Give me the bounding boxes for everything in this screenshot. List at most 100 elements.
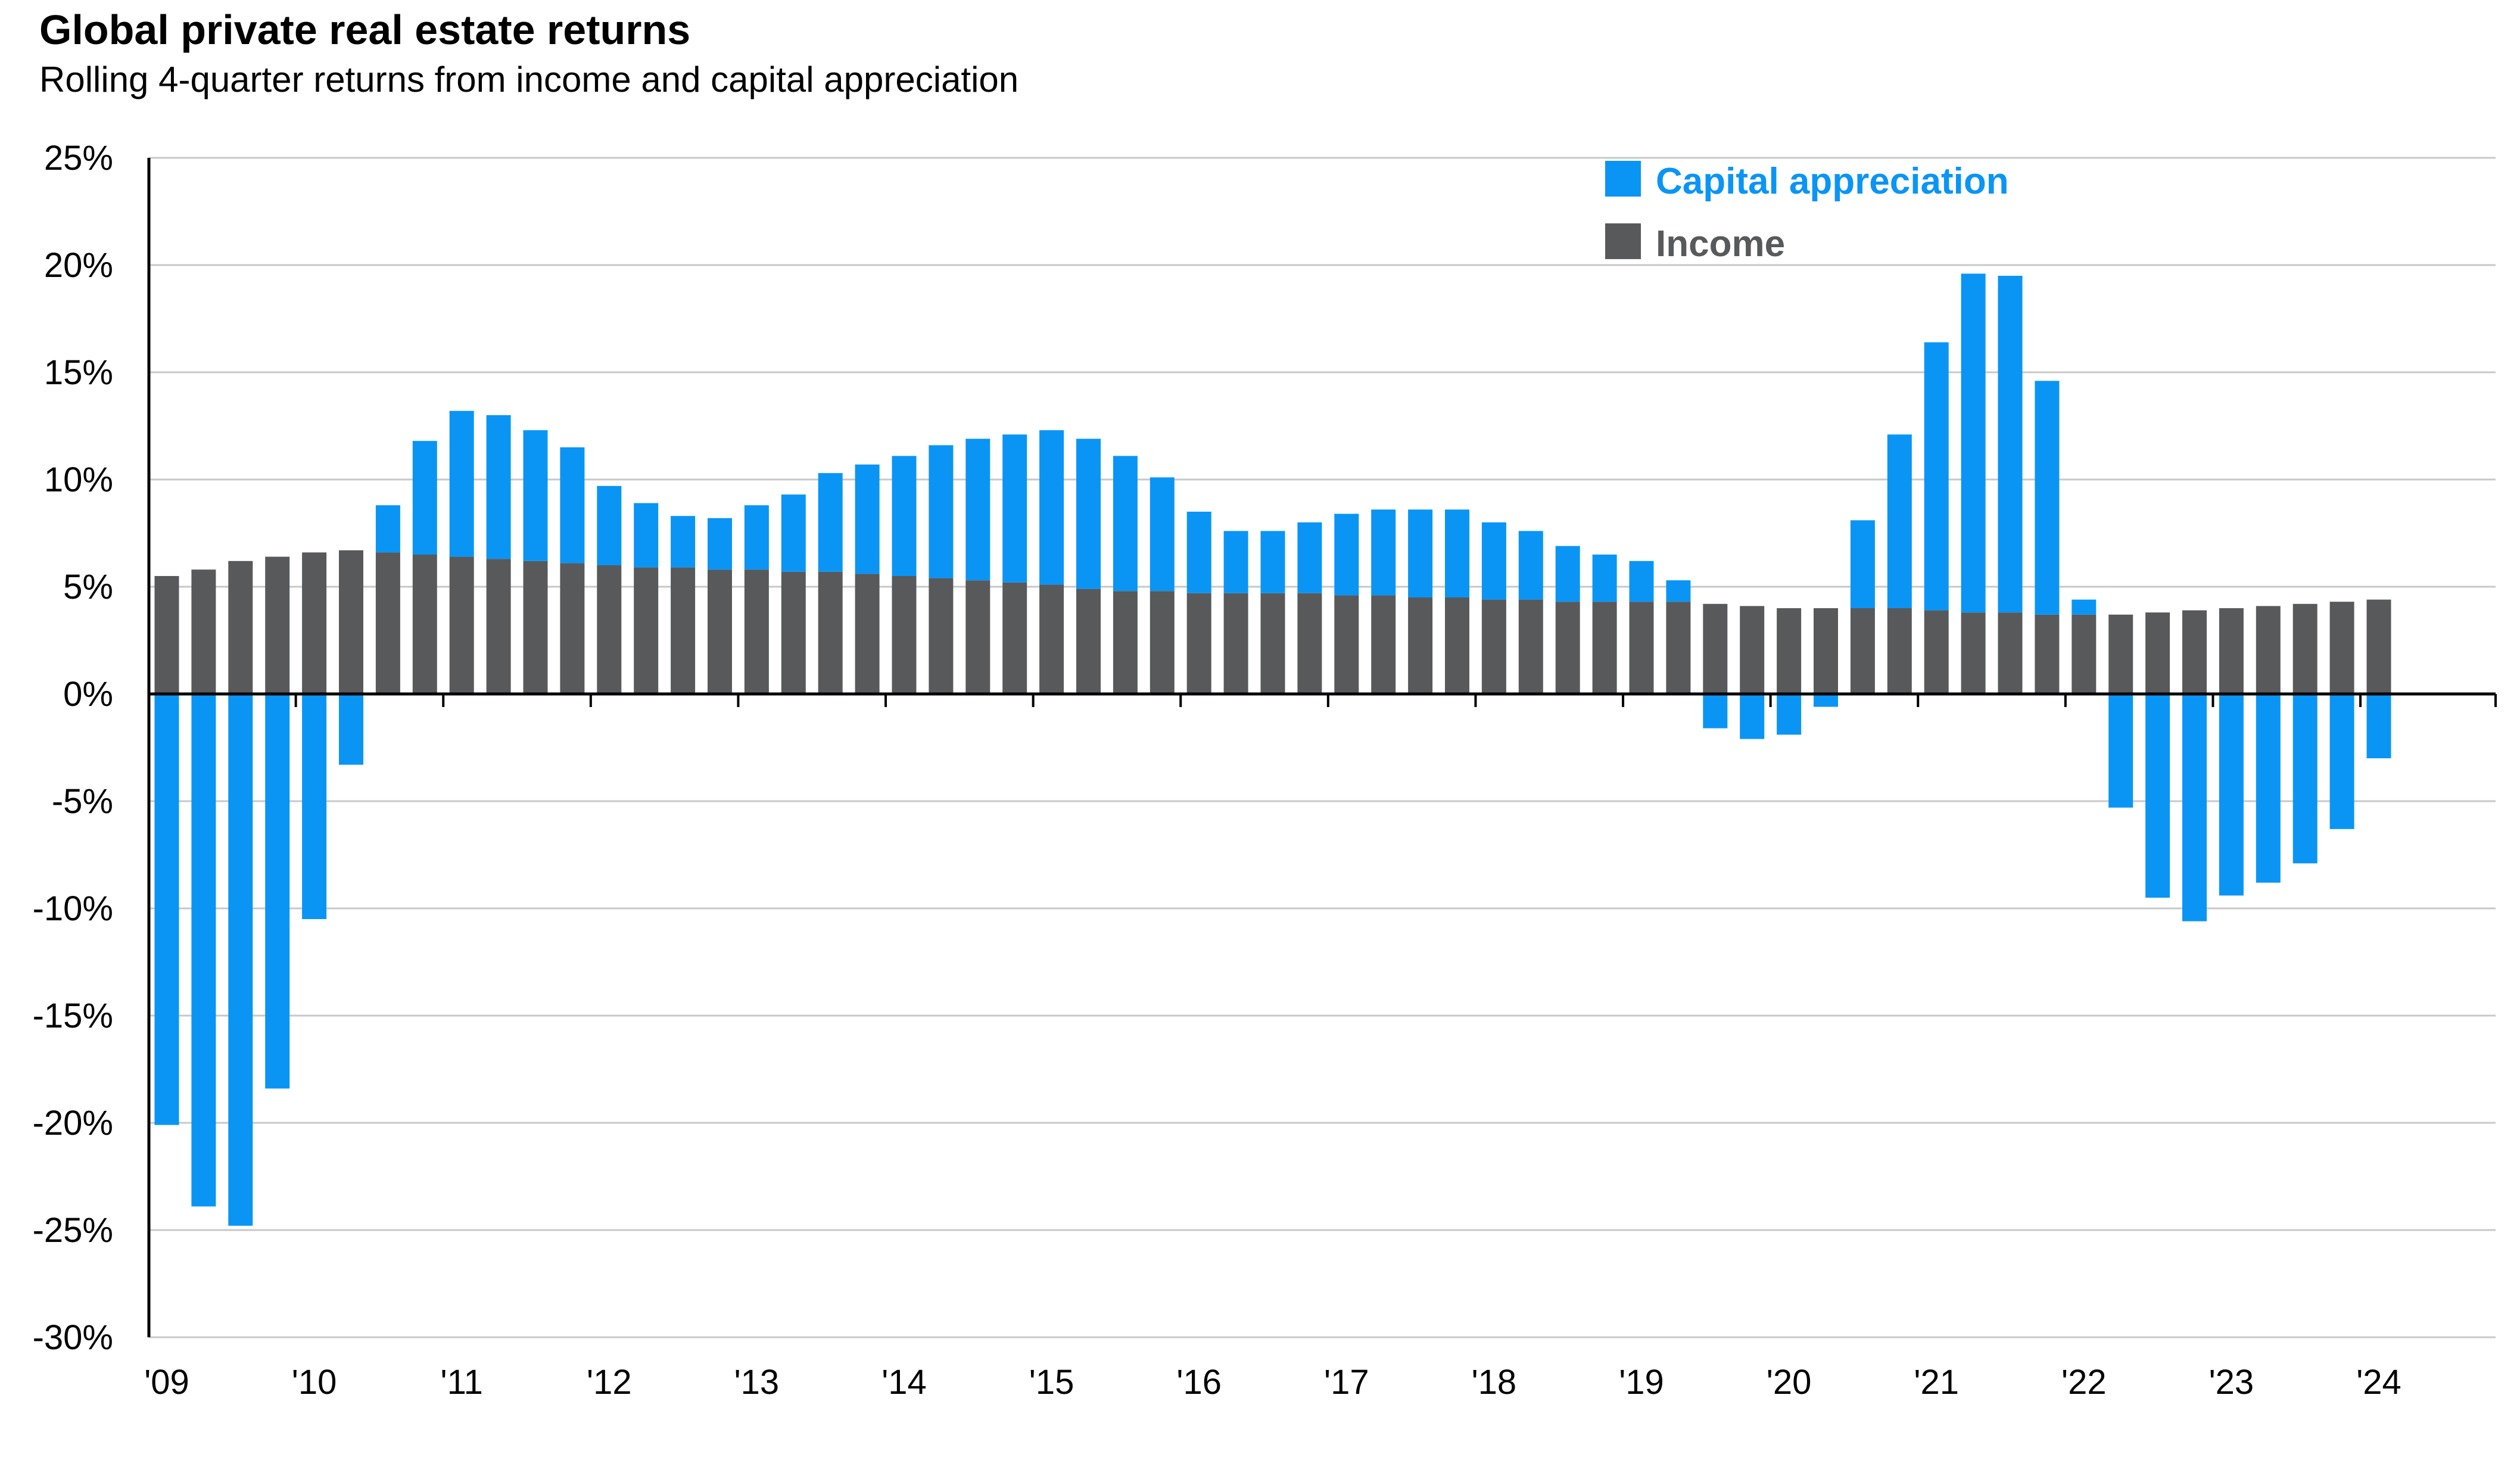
bar-income <box>965 580 990 694</box>
bar-income <box>1924 610 1949 694</box>
bar-capital-appreciation <box>1777 694 1802 735</box>
bar-income <box>1039 584 1064 694</box>
bar-income <box>1592 602 1617 694</box>
bar-capital-appreciation <box>302 694 327 919</box>
bar-income <box>1518 599 1543 694</box>
y-tick-label: 0% <box>63 675 113 714</box>
bar-capital-appreciation <box>1703 694 1728 728</box>
y-tick-label: -10% <box>33 889 113 928</box>
bar-capital-appreciation <box>154 694 179 1125</box>
bar-income <box>597 565 622 694</box>
bar-capital-appreciation <box>1150 477 1175 591</box>
y-tick-label: -5% <box>52 782 113 821</box>
bar-capital-appreciation <box>1555 546 1580 602</box>
bar-capital-appreciation <box>1297 522 1322 593</box>
bar-income <box>892 576 917 694</box>
y-tick-label: -15% <box>33 997 113 1035</box>
legend-label-income: Income <box>1656 223 1785 264</box>
bars <box>154 273 2391 1226</box>
bar-income <box>1703 603 1728 694</box>
bar-capital-appreciation <box>339 694 363 765</box>
bar-income <box>1555 602 1580 694</box>
bar-income <box>634 567 659 694</box>
x-tick-label: '18 <box>1472 1363 1517 1402</box>
bar-capital-appreciation <box>965 438 990 581</box>
bar-capital-appreciation <box>2072 599 2097 615</box>
legend-swatch-capital-appreciation <box>1605 161 1641 197</box>
bar-capital-appreciation <box>744 505 769 570</box>
bar-capital-appreciation <box>818 473 843 572</box>
bar-income <box>671 567 696 694</box>
x-axis-ticks: '09 '10 '11 '12 '13 '14 '15 '16 '17 '18 '19 '20 '21 '… <box>144 694 2497 1402</box>
bar-capital-appreciation <box>1814 694 1838 707</box>
bar-capital-appreciation <box>929 445 954 578</box>
x-tick-label: '24 <box>2356 1363 2401 1402</box>
bar-income <box>2035 614 2060 694</box>
bar-income <box>2292 603 2317 694</box>
bar-income <box>560 563 585 694</box>
bar-capital-appreciation <box>1850 520 1875 608</box>
bar-income <box>375 552 400 694</box>
x-tick-label: '12 <box>587 1363 632 1402</box>
bar-income <box>1887 608 1912 694</box>
bar-income <box>339 550 363 694</box>
bar-capital-appreciation <box>2366 694 2391 758</box>
bar-capital-appreciation <box>1260 531 1285 593</box>
bar-capital-appreciation <box>634 503 659 568</box>
bar-income <box>191 569 216 694</box>
bar-income <box>154 576 179 694</box>
bar-capital-appreciation <box>1740 694 1765 739</box>
bar-income <box>302 552 327 694</box>
x-tick-label: '19 <box>1619 1363 1664 1402</box>
bar-income <box>2182 610 2207 694</box>
x-tick-label: '16 <box>1176 1363 1222 1402</box>
x-tick-label: '13 <box>734 1363 780 1402</box>
bar-income <box>412 555 437 694</box>
bar-capital-appreciation <box>2035 381 2060 615</box>
bar-income <box>1223 593 1248 694</box>
bar-income <box>1186 593 1211 694</box>
bar-capital-appreciation <box>1961 273 1986 613</box>
bar-capital-appreciation <box>265 694 290 1089</box>
x-tick-label: '21 <box>1914 1363 1959 1402</box>
bar-income <box>1260 593 1285 694</box>
bar-income <box>1850 608 1875 694</box>
bar-income <box>1740 606 1765 694</box>
bar-income <box>2329 602 2354 694</box>
bar-capital-appreciation <box>597 485 622 565</box>
bar-capital-appreciation <box>1629 561 1654 602</box>
bar-capital-appreciation <box>855 464 880 574</box>
x-tick-label: '20 <box>1767 1363 1812 1402</box>
bar-income <box>1002 582 1027 694</box>
bar-capital-appreciation <box>2329 694 2354 829</box>
bar-capital-appreciation <box>1445 509 1469 597</box>
bar-income <box>486 559 511 694</box>
bar-capital-appreciation <box>1518 531 1543 600</box>
bar-capital-appreciation <box>228 694 253 1226</box>
bar-capital-appreciation <box>2108 694 2133 808</box>
bar-capital-appreciation <box>892 456 917 576</box>
bar-income <box>523 561 548 694</box>
bar-income <box>1371 595 1396 694</box>
bar-income <box>2072 614 2097 694</box>
bar-capital-appreciation <box>2219 694 2244 896</box>
bar-capital-appreciation <box>2256 694 2281 883</box>
gridlines <box>149 157 2496 1338</box>
bar-capital-appreciation <box>1002 434 1027 583</box>
bar-capital-appreciation <box>781 494 806 572</box>
y-tick-label: -25% <box>33 1211 113 1250</box>
y-tick-label: 15% <box>44 353 113 392</box>
y-tick-label: 25% <box>44 139 113 178</box>
y-tick-label: 10% <box>44 460 113 499</box>
bar-capital-appreciation <box>191 694 216 1207</box>
chart-subtitle: Rolling 4-quarter returns from income an… <box>39 60 1019 99</box>
bar-capital-appreciation <box>1666 580 1691 602</box>
bar-income <box>1334 595 1359 694</box>
bar-income <box>2108 614 2133 694</box>
x-tick-label: '17 <box>1324 1363 1369 1402</box>
bar-income <box>1961 612 1986 694</box>
bar-capital-appreciation <box>412 441 437 555</box>
bar-capital-appreciation <box>671 516 696 568</box>
bar-capital-appreciation <box>486 415 511 559</box>
bar-capital-appreciation <box>1481 522 1506 600</box>
